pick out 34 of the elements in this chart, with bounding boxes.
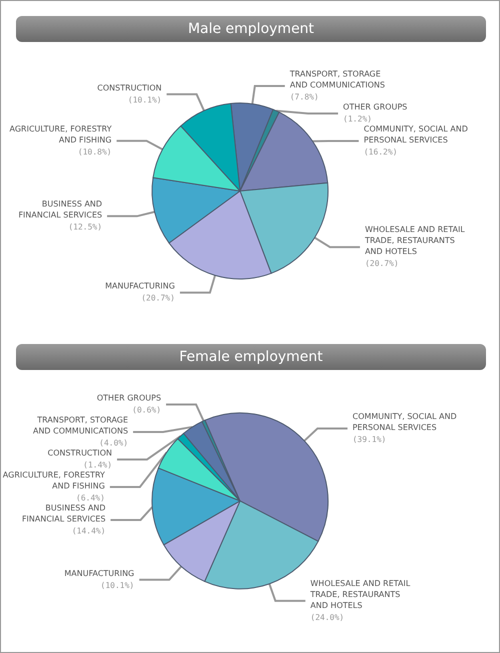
data-label: (1.4%) — [83, 460, 112, 470]
data-label: (24.0%) — [310, 612, 344, 622]
slice-label: BUSINESS AND FINANCIAL SERVICES — [22, 503, 106, 524]
slice-label: WHOLESALE AND RETAIL TRADE, RESTAURANTS AND HOTELS — [364, 225, 466, 256]
chart-title: Female employment — [16, 344, 486, 370]
chart-title: Male employment — [16, 16, 486, 42]
data-label: (7.8%) — [290, 92, 319, 102]
data-label: (6.4%) — [76, 493, 105, 502]
data-label: (10.1%) — [128, 95, 162, 104]
slice-label: BUSINESS AND FINANCIAL SERVICES — [18, 200, 102, 220]
slice-label: WHOLESALE AND RETAIL TRADE, RESTAURANTS AND HOTELS — [309, 578, 411, 610]
slice-label: TRANSPORT, STORAGE AND COMMUNICATIONS — [288, 70, 385, 90]
slice-label: OTHER GROUPS — [343, 102, 408, 112]
data-label: (10.8%) — [78, 147, 112, 156]
slice-label: CONSTRUCTION — [48, 448, 112, 458]
slice-label: MANUFACTURING — [105, 282, 175, 291]
data-label: (0.6%) — [132, 405, 162, 414]
slice-label: COMMUNITY, SOCIAL AND PERSONAL SERVICES — [364, 124, 468, 145]
data-label: (12.5%) — [68, 222, 102, 232]
data-label: (14.4%) — [72, 526, 106, 536]
data-label: (1.2%) — [343, 114, 372, 124]
data-label: (10.1%) — [100, 580, 134, 590]
slice-label: AGRICULTURE, FORESTRY AND FISHING — [2, 470, 106, 490]
data-label: (4.0%) — [99, 438, 128, 448]
slice-label: AGRICULTURE, FORESTRY AND FISHING — [10, 124, 112, 144]
slice-label: TRANSPORT, STORAGE AND COMMUNICATIONS — [32, 415, 128, 436]
slice-label: OTHER GROUPS — [96, 393, 162, 402]
data-label: (39.1%) — [352, 435, 386, 444]
slice-label: CONSTRUCTION — [97, 83, 162, 92]
slice-label: MANUFACTURING — [64, 568, 134, 578]
data-label: (16.2%) — [364, 148, 398, 157]
data-label: (20.7%) — [141, 294, 175, 303]
slice-label: COMMUNITY, SOCIAL AND PERSONAL SERVICES — [352, 412, 457, 432]
data-label: (20.7%) — [364, 259, 399, 268]
